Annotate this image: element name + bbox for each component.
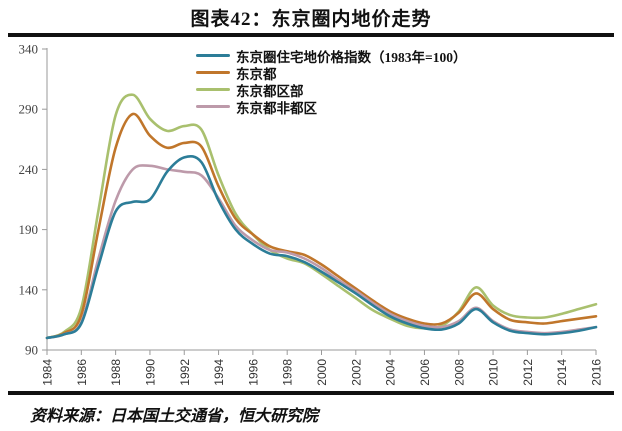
x-tick-label: 1984 bbox=[41, 359, 55, 386]
title-bar: 图表42：东京圈内地价走势 bbox=[0, 0, 622, 34]
y-tick-label: 240 bbox=[19, 162, 39, 177]
chart-legend: 东京圈住宅地价格指数（1983年=100） 东京都 东京都区部 东京都非都区 bbox=[196, 47, 566, 116]
y-axis: 90 140 190 240 290 340 bbox=[19, 42, 48, 358]
x-tick-label: 1992 bbox=[178, 359, 192, 386]
x-tick-label: 2000 bbox=[315, 359, 329, 386]
series-line bbox=[45, 164, 598, 340]
legend-label: 东京圈住宅地价格指数（1983年=100） bbox=[236, 49, 467, 65]
legend-color-swatch bbox=[196, 104, 230, 109]
x-tick-label: 2010 bbox=[487, 359, 501, 386]
series-lines bbox=[45, 93, 598, 340]
legend-label: 东京都区部 bbox=[236, 83, 304, 99]
chart-area: 90 140 190 240 290 340 1984 1986 1988 1990 1992 19… bbox=[0, 37, 622, 391]
y-tick-label: 140 bbox=[19, 282, 39, 297]
legend-item[interactable]: 东京都非都区 bbox=[196, 98, 566, 116]
x-tick-label: 1988 bbox=[109, 359, 123, 386]
x-tick-label: 1994 bbox=[212, 359, 226, 386]
y-tick-label: 190 bbox=[19, 222, 39, 237]
legend-color-swatch bbox=[196, 87, 230, 92]
x-tick-label: 1990 bbox=[143, 359, 157, 386]
title-divider bbox=[8, 33, 614, 37]
x-tick-label: 1996 bbox=[246, 359, 260, 386]
page-title: 图表42：东京圈内地价走势 bbox=[190, 8, 432, 30]
x-tick-label: 2008 bbox=[452, 359, 466, 386]
legend-color-swatch bbox=[196, 70, 230, 75]
y-tick-label: 340 bbox=[19, 42, 39, 57]
x-tick-label: 2016 bbox=[590, 359, 604, 386]
legend-item[interactable]: 东京都区部 bbox=[196, 81, 566, 99]
x-tick-label: 2012 bbox=[521, 359, 535, 386]
series-line bbox=[45, 154, 598, 340]
x-tick-label: 1986 bbox=[75, 359, 89, 386]
x-tick-label: 2014 bbox=[555, 359, 569, 386]
legend-label: 东京都非都区 bbox=[236, 100, 317, 116]
x-tick-label: 2004 bbox=[384, 359, 398, 386]
y-tick-label: 90 bbox=[25, 343, 38, 358]
source-note: 资料来源：日本国土交通省，恒大研究院 bbox=[30, 407, 319, 425]
series-line bbox=[45, 93, 598, 340]
legend-color-swatch bbox=[196, 53, 230, 58]
legend-item[interactable]: 东京圈住宅地价格指数（1983年=100） bbox=[196, 47, 566, 65]
legend-item[interactable]: 东京都 bbox=[196, 64, 566, 82]
y-tick-label: 290 bbox=[19, 102, 39, 117]
legend-label: 东京都 bbox=[236, 66, 277, 82]
x-axis: 1984 1986 1988 1990 1992 1994 1996 1998 2000 2002… bbox=[41, 349, 604, 386]
x-tick-label: 2002 bbox=[349, 359, 363, 386]
series-line bbox=[45, 112, 598, 340]
x-tick-label: 1998 bbox=[281, 359, 295, 386]
footer-divider bbox=[8, 391, 614, 395]
x-tick-label: 2006 bbox=[418, 359, 432, 386]
footer-bar: 资料来源：日本国土交通省，恒大研究院 bbox=[0, 396, 622, 431]
